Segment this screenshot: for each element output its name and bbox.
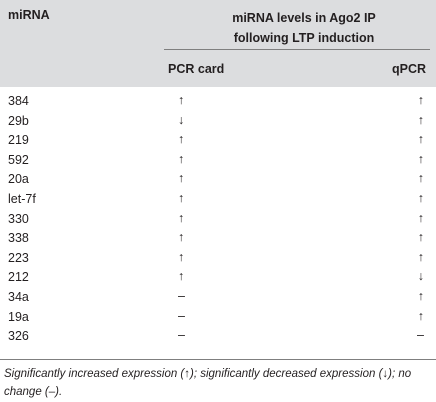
table-row: 592 ↑ ↑	[0, 151, 436, 171]
header-qpcr: qPCR	[391, 62, 426, 76]
cell-mirna-id: 338	[8, 231, 29, 246]
cell-qpcr: ↑	[417, 230, 424, 245]
table-row: 19a – ↑	[0, 308, 436, 328]
table-row: 326 – –	[0, 327, 436, 347]
cell-mirna-id: 592	[8, 152, 29, 167]
table-row: 384 ↑ ↑	[0, 92, 436, 112]
cell-qpcr: ↑	[417, 93, 424, 107]
table-row: 223 ↑ ↑	[0, 249, 436, 269]
cell-mirna-id: 34a	[8, 289, 29, 304]
cell-qpcr: –	[417, 328, 424, 343]
cell-pcr-card: ↑	[178, 151, 185, 166]
cell-mirna-id: 326	[8, 329, 29, 344]
header-group-line-2: following LTP induction	[233, 31, 375, 45]
table-row: 29b ↓ ↑	[0, 112, 436, 132]
table-header: miRNA miRNA levels in Ago2 IP following …	[0, 0, 436, 87]
cell-pcr-card: ↑	[178, 132, 185, 147]
table-row: 34a – ↑	[0, 288, 436, 308]
header-group-divider	[164, 49, 430, 50]
table-row: 330 ↑ ↑	[0, 210, 436, 230]
header-pcr-card: PCR card	[168, 62, 225, 76]
cell-mirna-id: 19a	[8, 309, 29, 324]
cell-qpcr: ↑	[417, 132, 424, 147]
cell-mirna-id: 219	[8, 133, 29, 148]
table-row: 338 ↑ ↑	[0, 229, 436, 249]
header-group-line-1: miRNA levels in Ago2 IP	[232, 11, 376, 25]
cell-pcr-card: ↑	[178, 269, 185, 284]
table-row: 212 ↑ ↓	[0, 268, 436, 288]
cell-pcr-card: ↑	[178, 190, 185, 205]
cell-pcr-card: ↑	[178, 93, 185, 107]
cell-pcr-card: ↑	[178, 230, 185, 245]
cell-pcr-card: –	[178, 328, 185, 343]
cell-mirna-id: 212	[8, 270, 29, 285]
table-row: let-7f ↑ ↑	[0, 190, 436, 210]
table-row: 20a ↑ ↑	[0, 170, 436, 190]
cell-qpcr: ↑	[417, 190, 424, 205]
table-footnote: Significantly increased expression (↑); …	[4, 368, 412, 398]
header-mirna: miRNA	[8, 8, 50, 22]
cell-mirna-id: 29b	[8, 113, 29, 128]
cell-pcr-card: –	[178, 288, 185, 303]
cell-mirna-id: 223	[8, 250, 29, 265]
cell-pcr-card: ↑	[178, 171, 185, 186]
cell-pcr-card: ↑	[178, 249, 185, 264]
cell-qpcr: ↓	[417, 269, 424, 284]
cell-pcr-card: –	[178, 308, 185, 323]
cell-qpcr: ↑	[417, 249, 424, 264]
cell-qpcr: ↑	[417, 210, 424, 225]
cell-pcr-card: ↑	[178, 210, 185, 225]
table-bottom-divider	[0, 359, 436, 360]
cell-qpcr: ↑	[417, 112, 424, 127]
cell-mirna-id: 20a	[8, 172, 29, 187]
cell-qpcr: ↑	[417, 171, 424, 186]
cell-mirna-id: let-7f	[8, 191, 36, 206]
cell-qpcr: ↑	[417, 308, 424, 323]
cell-mirna-id: 384	[8, 94, 29, 108]
table-row: 219 ↑ ↑	[0, 131, 436, 151]
cell-mirna-id: 330	[8, 211, 29, 226]
cell-qpcr: ↑	[417, 151, 424, 166]
header-group-title: miRNA levels in Ago2 IP following LTP in…	[168, 8, 436, 48]
cell-qpcr: ↑	[417, 288, 424, 303]
cell-pcr-card: ↓	[178, 112, 185, 127]
table-body: 384 ↑ ↑ 29b ↓ ↑ 219 ↑ ↑ 592 ↑ ↑ 20a ↑ ↑ let-7f ↑ ↑ 330 ↑ ↑ 33…	[0, 92, 436, 347]
